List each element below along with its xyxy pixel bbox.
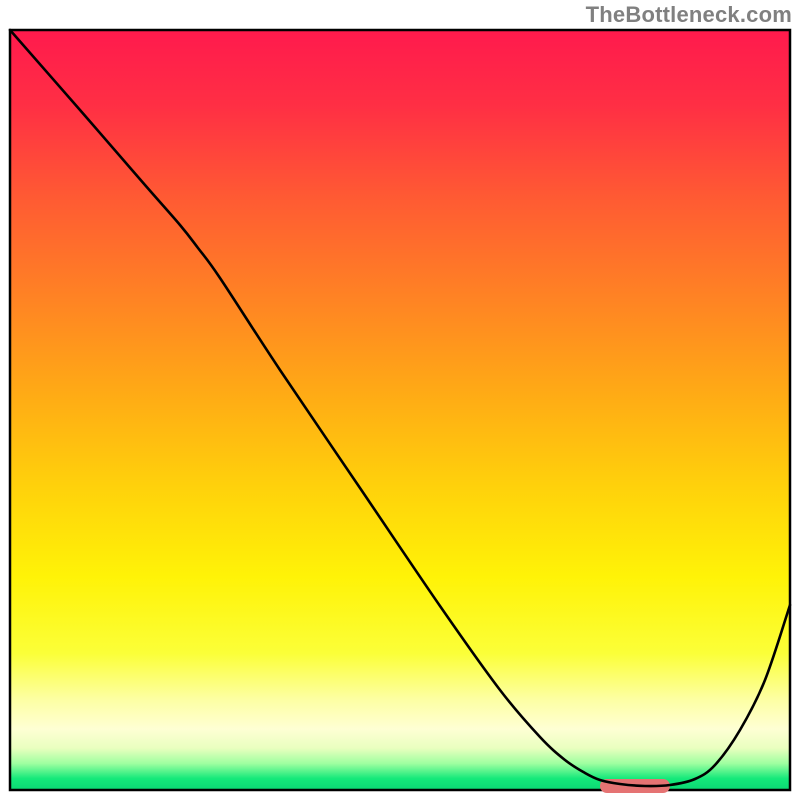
- chart-container: { "watermark": { "text": "TheBottleneck.…: [0, 0, 800, 800]
- watermark-text: TheBottleneck.com: [586, 2, 792, 28]
- plot-background: [10, 30, 790, 790]
- bottleneck-chart: [0, 0, 800, 800]
